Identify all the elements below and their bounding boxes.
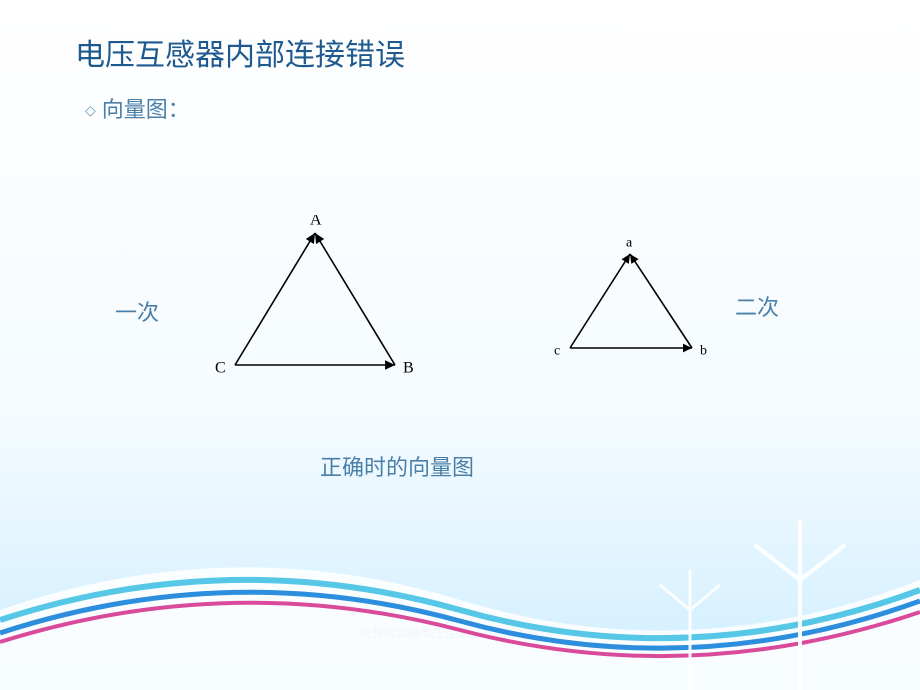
left-side-label: 一次 bbox=[115, 295, 159, 327]
vertex-label-b: b bbox=[700, 343, 707, 358]
triangle-secondary: a c b bbox=[540, 240, 720, 380]
vertex-label-c: c bbox=[554, 343, 560, 358]
vertex-label-A: A bbox=[310, 215, 322, 229]
triangle-primary: A C B bbox=[200, 215, 430, 395]
bullet-icon: ◇ bbox=[85, 102, 96, 119]
page-title: 电压互感器内部连接错误 bbox=[75, 30, 405, 74]
vertex-label-C: C bbox=[215, 360, 226, 377]
vertex-label-B: B bbox=[403, 360, 414, 377]
subtitle-text: 向量图： bbox=[102, 97, 190, 122]
bg-curves bbox=[0, 490, 920, 690]
vertex-label-a: a bbox=[626, 240, 633, 250]
slide: 电压互感器内部连接错误 ◇向量图： 一次 ACB 二次 acb 正确时的向量图 … bbox=[0, 0, 920, 690]
subtitle: ◇ 向量图： bbox=[85, 92, 190, 124]
right-side-label: 二次 bbox=[735, 290, 779, 322]
caption: 正确时的向量图 bbox=[320, 450, 474, 482]
